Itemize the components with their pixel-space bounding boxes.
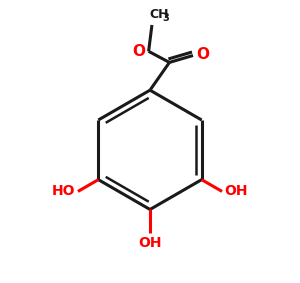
Text: OH: OH (138, 236, 162, 250)
Text: HO: HO (52, 185, 76, 198)
Text: OH: OH (224, 185, 248, 198)
Text: O: O (132, 44, 145, 59)
Text: O: O (196, 48, 210, 63)
Text: 3: 3 (163, 13, 169, 23)
Text: CH: CH (149, 8, 169, 21)
